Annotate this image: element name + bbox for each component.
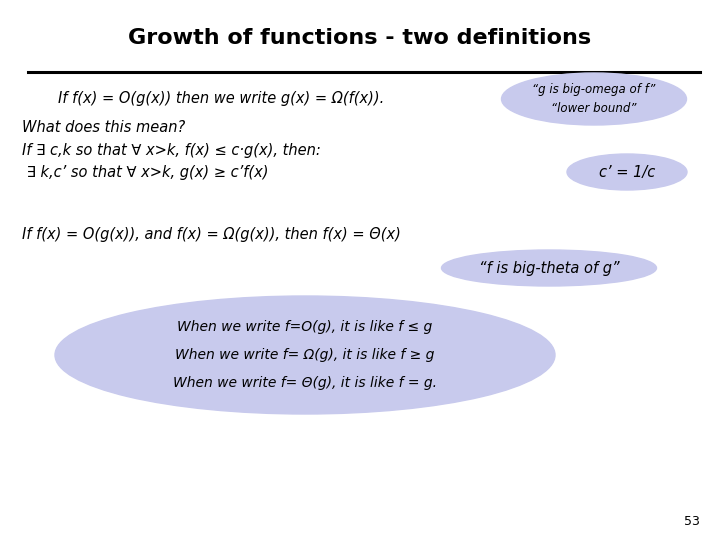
Text: When we write f= Θ(g), it is like f = g.: When we write f= Θ(g), it is like f = g.	[173, 376, 437, 390]
Text: What does this mean?: What does this mean?	[22, 120, 185, 136]
Text: If f(x) = O(g(x)) then we write g(x) = Ω(f(x)).: If f(x) = O(g(x)) then we write g(x) = Ω…	[58, 91, 384, 105]
Text: 53: 53	[684, 515, 700, 528]
Ellipse shape	[502, 73, 686, 125]
Text: c’ = 1/c: c’ = 1/c	[599, 165, 655, 179]
Text: If ∃ c,k so that ∀ x>k, f(x) ≤ c·g(x), then:: If ∃ c,k so that ∀ x>k, f(x) ≤ c·g(x), t…	[22, 143, 320, 158]
Text: ∃ k,c’ so that ∀ x>k, g(x) ≥ c’f(x): ∃ k,c’ so that ∀ x>k, g(x) ≥ c’f(x)	[22, 165, 269, 179]
Text: “lower bound”: “lower bound”	[552, 102, 636, 114]
Text: “f is big-theta of g”: “f is big-theta of g”	[479, 260, 619, 275]
Ellipse shape	[55, 296, 555, 414]
Text: Growth of functions - two definitions: Growth of functions - two definitions	[128, 28, 592, 48]
Text: If f(x) = O(g(x)), and f(x) = Ω(g(x)), then f(x) = Θ(x): If f(x) = O(g(x)), and f(x) = Ω(g(x)), t…	[22, 227, 401, 242]
Ellipse shape	[441, 250, 657, 286]
Text: “g is big-omega of f”: “g is big-omega of f”	[532, 84, 656, 97]
Text: When we write f= Ω(g), it is like f ≥ g: When we write f= Ω(g), it is like f ≥ g	[175, 348, 435, 362]
Text: When we write f=O(g), it is like f ≤ g: When we write f=O(g), it is like f ≤ g	[177, 320, 433, 334]
Ellipse shape	[567, 154, 687, 190]
